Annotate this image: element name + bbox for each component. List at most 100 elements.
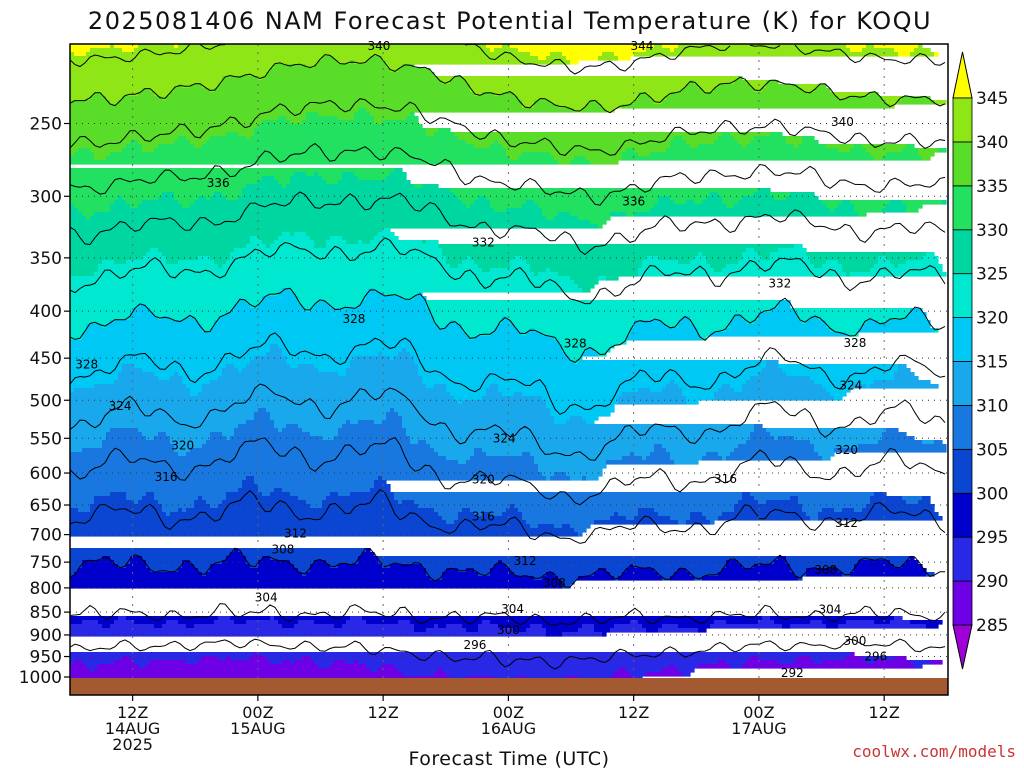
- fill-cell: [282, 232, 291, 237]
- fill-cell: [314, 304, 331, 309]
- fill-cell: [462, 328, 495, 333]
- contour-label: 328: [843, 336, 866, 350]
- fill-cell: [294, 232, 307, 237]
- fill-cell: [318, 112, 355, 117]
- fill-cell: [414, 624, 435, 629]
- fill-cell: [70, 188, 243, 193]
- fill-cell: [726, 564, 743, 569]
- fill-cell: [398, 668, 439, 673]
- fill-cell: [314, 240, 327, 245]
- fill-cell: [538, 468, 603, 473]
- fill-cell: [226, 492, 263, 497]
- fill-cell: [570, 356, 583, 361]
- fill-cell: [238, 424, 275, 429]
- fill-cell: [434, 448, 475, 453]
- fill-cell: [606, 460, 675, 465]
- fill-cell: [222, 80, 443, 85]
- fill-cell: [566, 420, 587, 425]
- fill-cell: [158, 376, 171, 381]
- fill-cell: [446, 260, 463, 265]
- fill-cell: [98, 664, 139, 669]
- fill-cell: [538, 56, 547, 61]
- fill-cell: [230, 616, 271, 621]
- fill-cell: [178, 508, 183, 513]
- fill-cell: [734, 504, 803, 509]
- fill-cell: [670, 92, 835, 97]
- fill-cell: [70, 204, 75, 209]
- fill-cell: [70, 448, 83, 453]
- fill-cell: [610, 212, 627, 217]
- fill-cell: [250, 656, 267, 661]
- fill-cell: [482, 448, 655, 453]
- fill-cell: [634, 452, 651, 457]
- fill-cell: [586, 420, 595, 425]
- fill-cell: [70, 376, 119, 381]
- fill-cell: [98, 264, 219, 269]
- fill-cell: [258, 484, 375, 489]
- fill-cell: [110, 152, 507, 157]
- fill-cell: [626, 336, 703, 341]
- fill-cell: [402, 296, 415, 301]
- fill-cell: [626, 516, 635, 521]
- fill-cell: [734, 448, 815, 453]
- colorbar-label: 310: [976, 396, 1008, 416]
- fill-cell: [634, 564, 727, 569]
- fill-cell: [810, 516, 819, 521]
- fill-cell: [78, 508, 91, 513]
- svg-text:316: 316: [155, 470, 178, 484]
- fill-cell: [758, 316, 799, 321]
- fill-cell: [858, 212, 867, 217]
- fill-cell: [434, 132, 455, 137]
- fill-cell: [726, 328, 831, 333]
- fill-cell: [894, 376, 919, 381]
- fill-cell: [714, 620, 727, 625]
- fill-cell: [330, 304, 359, 309]
- fill-cell: [494, 208, 507, 213]
- fill-cell: [618, 56, 631, 61]
- fill-cell: [334, 436, 411, 441]
- fill-cell: [70, 476, 247, 481]
- fill-cell: [446, 256, 467, 261]
- fill-cell: [138, 92, 155, 97]
- fill-cell: [690, 316, 735, 321]
- y-tick-label: 300: [30, 187, 62, 207]
- fill-cell: [642, 624, 663, 629]
- colorbar-label: 340: [976, 133, 1008, 153]
- fill-cell: [402, 420, 555, 425]
- fill-cell: [922, 156, 931, 161]
- fill-cell: [894, 564, 903, 569]
- fill-cell: [634, 212, 859, 217]
- fill-cell: [374, 420, 383, 425]
- fill-cell: [882, 208, 907, 213]
- x-tick-label: 12Z: [367, 703, 398, 722]
- fill-cell: [190, 388, 203, 393]
- fill-cell: [134, 500, 139, 505]
- fill-cell: [490, 512, 503, 517]
- fill-cell: [70, 528, 575, 533]
- fill-cell: [70, 472, 543, 477]
- svg-text:340: 340: [368, 39, 391, 53]
- fill-cell: [910, 660, 931, 665]
- fill-cell: [870, 92, 879, 97]
- fill-cell: [134, 620, 167, 625]
- fill-cell: [70, 388, 75, 393]
- fill-cell: [398, 412, 551, 417]
- contour-label: 312: [514, 554, 537, 568]
- fill-cell: [246, 136, 251, 141]
- fill-cell: [862, 324, 931, 329]
- fill-cell: [202, 328, 211, 333]
- fill-cell: [418, 372, 759, 377]
- fill-cell: [754, 248, 779, 253]
- fill-cell: [786, 136, 803, 141]
- fill-cell: [666, 96, 839, 101]
- fill-cell: [738, 444, 815, 449]
- fill-cell: [310, 568, 427, 573]
- fill-cell: [726, 620, 759, 625]
- filled-contours: [70, 44, 947, 678]
- fill-cell: [650, 152, 871, 157]
- fill-cell: [426, 132, 435, 137]
- fill-cell: [778, 556, 787, 561]
- fill-cell: [894, 372, 915, 377]
